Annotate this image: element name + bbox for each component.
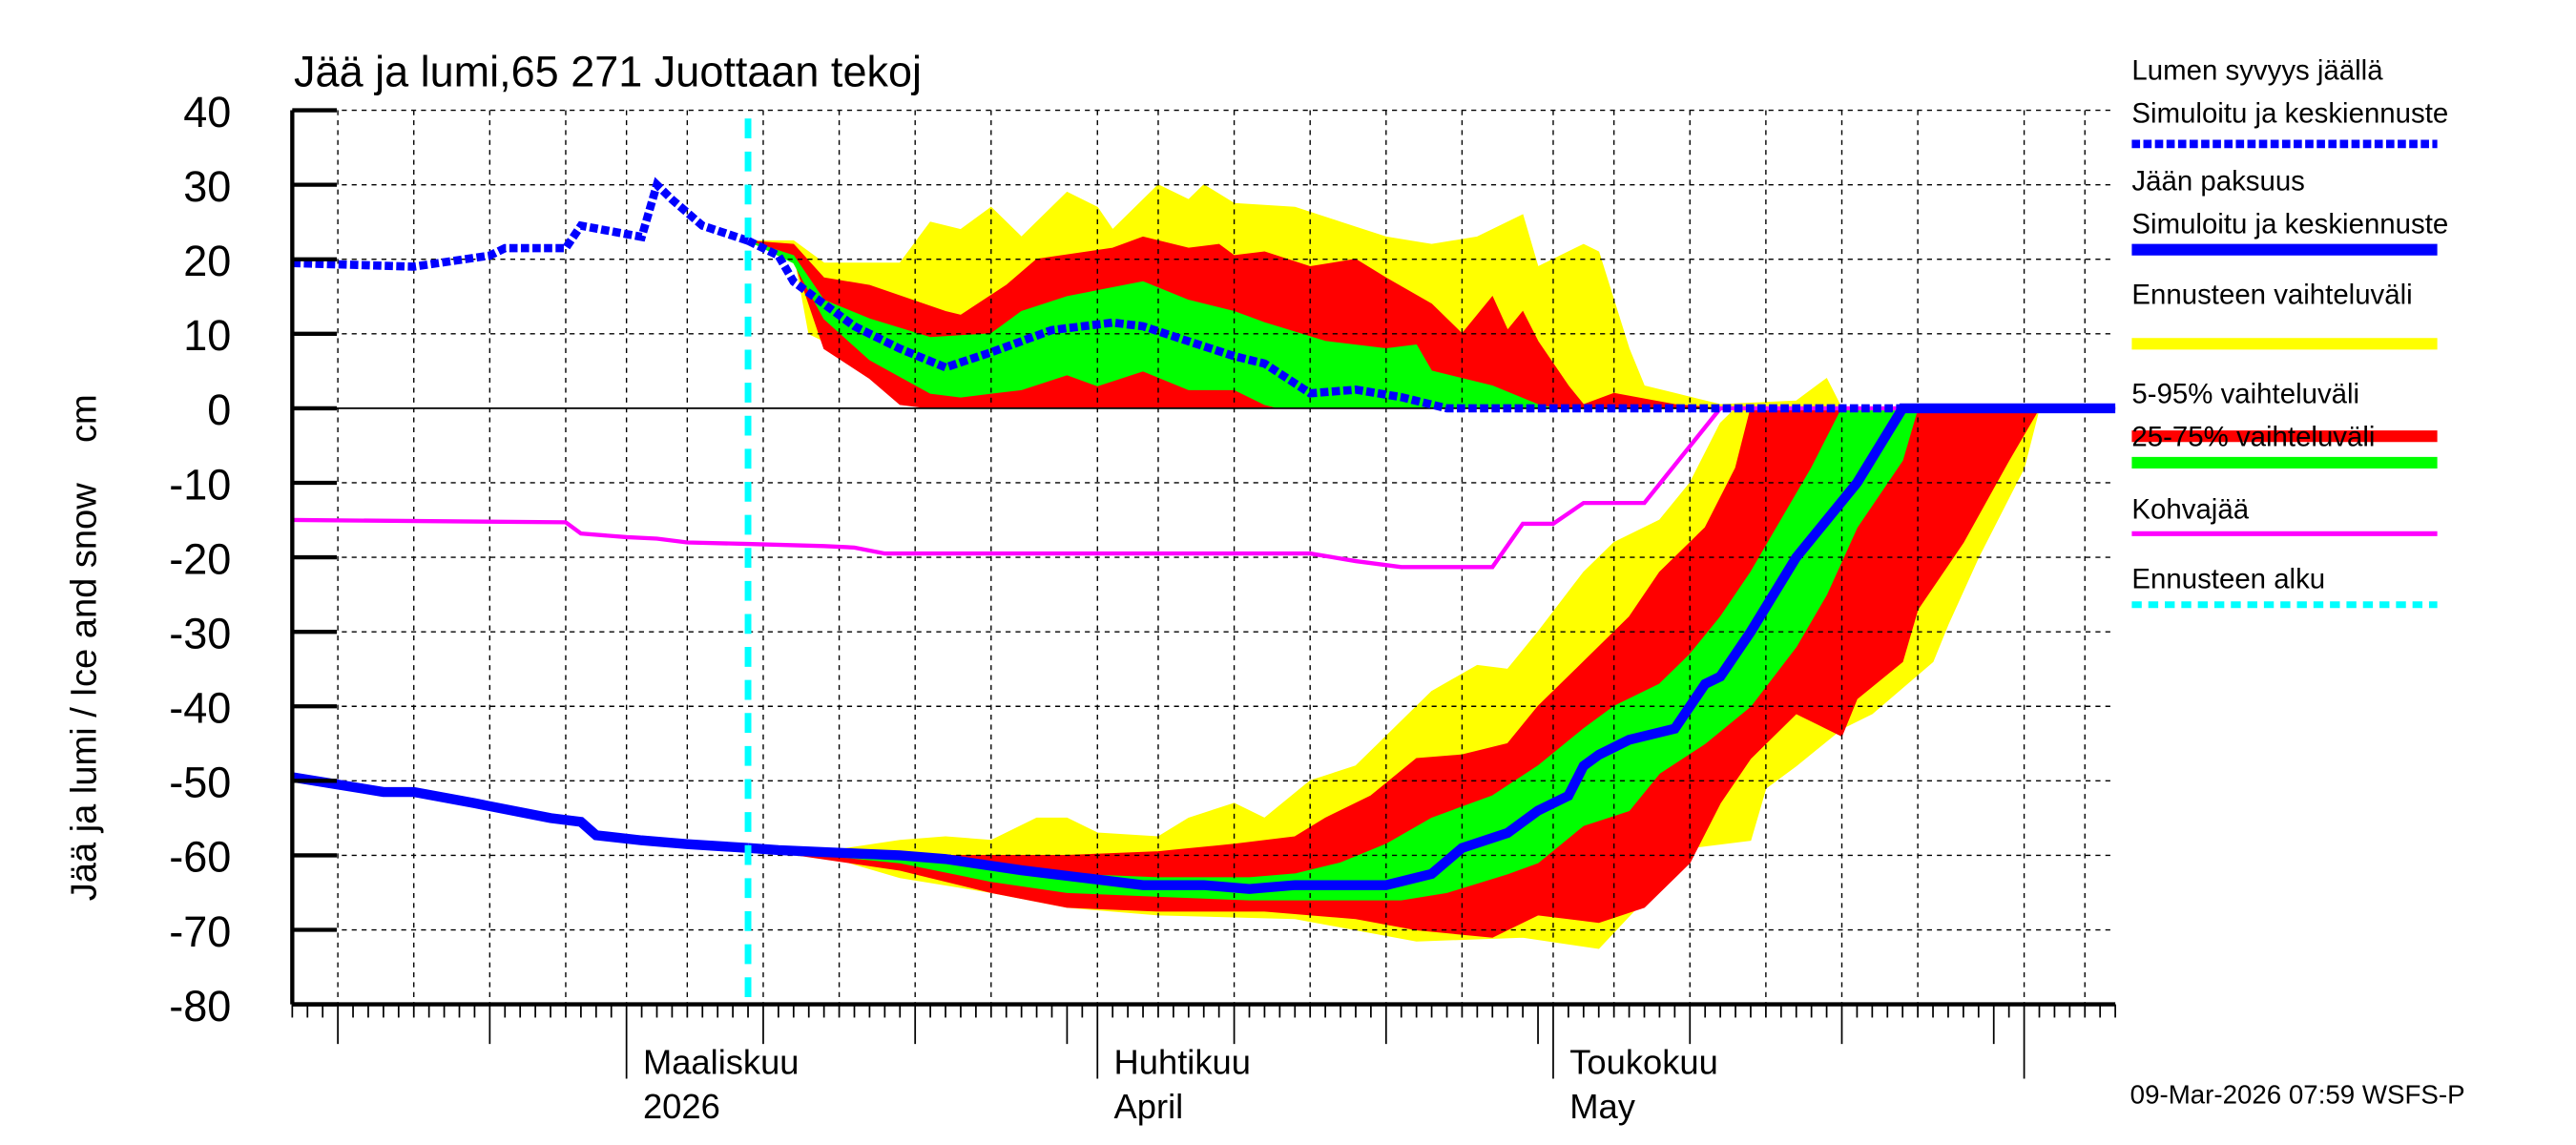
y-tick-label: -10 <box>169 460 231 509</box>
y-axis-label: Jää ja lumi / Ice and snow cm <box>64 394 104 901</box>
y-tick-label: 30 <box>183 162 231 211</box>
legend-label: Ennusteen vaihteluväli <box>2131 280 2412 311</box>
y-tick-label: 10 <box>183 311 231 360</box>
snow-median-line <box>746 237 2116 413</box>
series-lines <box>291 118 2116 1005</box>
legend-sublabel: Simuloitu ja keskiennuste <box>2131 97 2448 129</box>
ice-5-95-band <box>747 407 2041 938</box>
y-tick-label: 0 <box>207 385 231 434</box>
legend-sublabel: Simuloitu ja keskiennuste <box>2131 208 2448 239</box>
legend-label: Jään paksuus <box>2131 165 2304 197</box>
kohvajaa-line <box>292 406 2116 570</box>
x-month-sublabel: 2026 <box>643 1087 720 1126</box>
y-tick-label: -40 <box>169 684 231 733</box>
y-tick-label: 40 <box>183 88 231 136</box>
chart-title: Jää ja lumi,65 271 Juottaan tekoj <box>294 47 922 95</box>
ice-simulated-line <box>291 772 749 853</box>
axes: 40 30 20 10 0 -10 -20 -30 -40 -50 -60 -70 -80 Maalisk… <box>169 88 2116 1126</box>
x-month-sublabel: May <box>1569 1087 1635 1126</box>
y-tick-label: -70 <box>169 907 231 956</box>
x-month-sublabel: April <box>1114 1087 1184 1126</box>
ice-median-line <box>747 403 2116 894</box>
x-month-label: Maaliskuu <box>643 1042 800 1081</box>
snow-simulated-line <box>292 177 750 271</box>
legend-label: Ennusteen alku <box>2131 563 2325 594</box>
legend-label: Lumen syvyys jäällä <box>2131 54 2383 86</box>
y-tick-label: 20 <box>183 237 231 285</box>
x-month-label: Toukokuu <box>1569 1042 1718 1081</box>
y-tick-label: -20 <box>169 534 231 583</box>
forecast-bands <box>747 184 2041 949</box>
legend-label: Kohvajää <box>2131 494 2249 526</box>
y-tick-label: -30 <box>169 609 231 657</box>
legend-label: 25-75% vaihteluväli <box>2131 422 2375 453</box>
y-tick-label: -80 <box>169 982 231 1030</box>
y-tick-label: -60 <box>169 833 231 882</box>
x-month-label: Huhtikuu <box>1114 1042 1251 1081</box>
footer-timestamp: 09-Mar-2026 07:59 WSFS-P <box>2130 1079 2465 1109</box>
legend: Lumen syvyys jäällä Simuloitu ja keskienn… <box>2131 54 2448 609</box>
legend-label: 5-95% vaihteluväli <box>2131 379 2359 410</box>
y-tick-label: -50 <box>169 759 231 807</box>
